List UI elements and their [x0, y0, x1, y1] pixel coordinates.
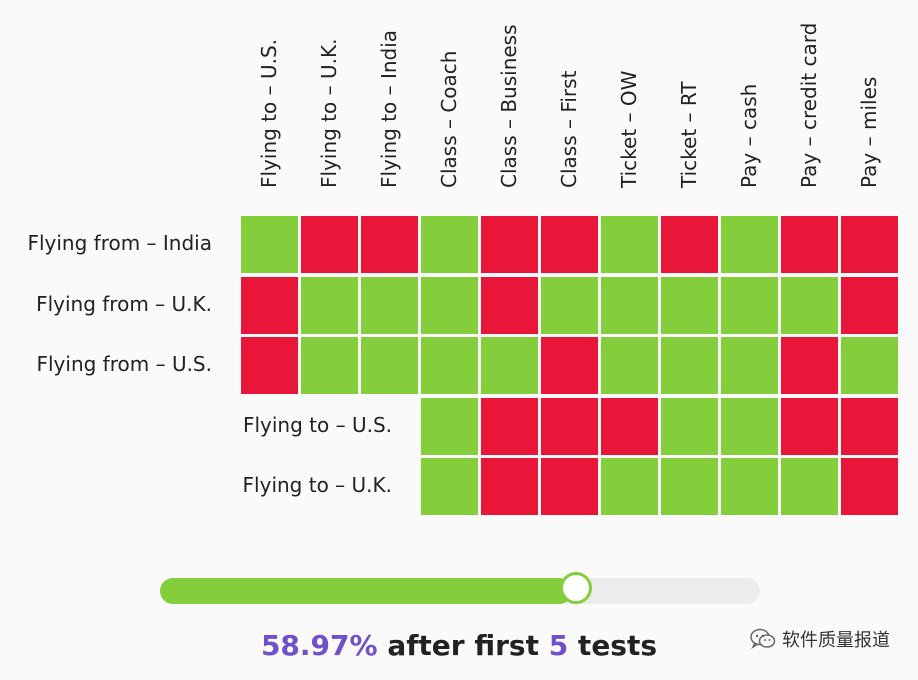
matrix-cell-pass — [421, 337, 478, 394]
matrix-cell-fail — [601, 398, 658, 455]
matrix-cell-fail — [481, 398, 538, 455]
matrix-cell-fail — [301, 216, 358, 273]
row-header: Flying to – U.S. — [242, 413, 392, 437]
progress-fill — [160, 578, 572, 604]
coverage-progress-bar — [160, 572, 760, 604]
column-header: Flying to – U.S. — [257, 38, 281, 188]
column-header: Flying to – India — [377, 29, 401, 188]
row-header: Flying from – India — [27, 231, 212, 255]
matrix-cell-pass — [661, 458, 718, 515]
column-header: Pay – credit card — [797, 22, 821, 188]
matrix-cell-fail — [481, 458, 538, 515]
coverage-summary: 58.97% after first 5 tests — [0, 628, 918, 664]
matrix-cell-pass — [601, 458, 658, 515]
column-header: Class – Coach — [437, 50, 461, 188]
progress-handle[interactable] — [560, 572, 592, 604]
matrix-cell-pass — [661, 337, 718, 394]
column-header: Pay – cash — [737, 83, 761, 188]
matrix-cell-pass — [841, 337, 898, 394]
matrix-cell-pass — [361, 277, 418, 334]
matrix-cell-fail — [541, 337, 598, 394]
matrix-cell-pass — [781, 458, 838, 515]
matrix-cell-pass — [781, 277, 838, 334]
matrix-cell-fail — [841, 458, 898, 515]
matrix-cell-pass — [721, 398, 778, 455]
coverage-matrix: Flying to – U.S. Flying to – U.K. Flying t… — [27, 22, 898, 515]
matrix-cell-pass — [481, 337, 538, 394]
matrix-cell-pass — [541, 277, 598, 334]
summary-suffix-text: tests — [568, 629, 658, 662]
matrix-cell-fail — [661, 216, 718, 273]
row-header: Flying to – U.K. — [242, 473, 392, 497]
column-header: Ticket – OW — [617, 70, 641, 188]
matrix-cell-pass — [721, 337, 778, 394]
summary-middle-text: after first — [377, 629, 549, 662]
coverage-percent: 58.97% — [260, 629, 378, 662]
matrix-cell-pass — [301, 277, 358, 334]
matrix-cell-pass — [361, 337, 418, 394]
matrix-cell-pass — [601, 337, 658, 394]
wechat-icon — [750, 628, 776, 649]
matrix-cell-pass — [721, 458, 778, 515]
matrix-cell-pass — [421, 398, 478, 455]
matrix-cell-pass — [661, 277, 718, 334]
matrix-cell-fail — [541, 398, 598, 455]
matrix-cell-fail — [241, 337, 298, 394]
matrix-cell-pass — [241, 216, 298, 273]
column-header: Class – Business — [497, 24, 521, 188]
matrix-cell-fail — [781, 216, 838, 273]
matrix-cell-fail — [841, 216, 898, 273]
matrix-cell-pass — [721, 216, 778, 273]
column-header: Ticket – RT — [677, 81, 701, 188]
matrix-cell-pass — [661, 398, 718, 455]
matrix-cell-pass — [421, 216, 478, 273]
matrix-cell-fail — [361, 216, 418, 273]
row-header: Flying from – U.S. — [36, 352, 213, 376]
matrix-cell-fail — [241, 277, 298, 334]
matrix-cell-fail — [841, 277, 898, 334]
matrix-cell-pass — [301, 337, 358, 394]
watermark: 软件质量报道 — [750, 626, 890, 652]
column-header: Pay – miles — [857, 76, 881, 188]
matrix-cell-fail — [481, 277, 538, 334]
matrix-cell-fail — [481, 216, 538, 273]
matrix-cell-pass — [601, 277, 658, 334]
matrix-cell-fail — [541, 458, 598, 515]
matrix-cell-fail — [781, 337, 838, 394]
matrix-cell-fail — [841, 398, 898, 455]
row-header: Flying from – U.K. — [36, 292, 212, 316]
matrix-cell-pass — [721, 277, 778, 334]
matrix-cell-pass — [421, 458, 478, 515]
matrix-cell-pass — [601, 216, 658, 273]
watermark-text: 软件质量报道 — [782, 630, 890, 651]
column-header: Flying to – U.K. — [317, 38, 341, 188]
matrix-cell-fail — [781, 398, 838, 455]
matrix-cell-pass — [421, 277, 478, 334]
tests-count: 5 — [548, 629, 569, 662]
matrix-cell-fail — [541, 216, 598, 273]
column-header: Class – First — [557, 70, 581, 188]
